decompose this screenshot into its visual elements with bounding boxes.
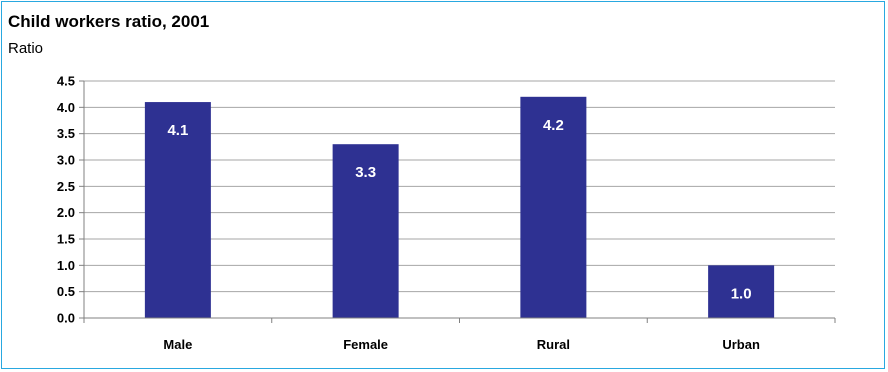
y-tick-label: 2.0 [57,205,75,220]
y-tick-label: 4.0 [57,100,75,115]
y-tick-label: 1.5 [57,232,75,247]
data-label: 4.1 [167,122,188,139]
bar-male [144,102,211,318]
y-axis-label: Ratio [8,40,44,57]
chart-title: Child workers ratio, 2001 [8,12,210,31]
y-tick-label: 1.0 [57,258,75,273]
y-tick-label: 3.5 [57,126,75,141]
x-category-label: Male [163,337,192,352]
y-tick-label: 0.0 [57,311,75,326]
y-axis-ticks: 0.0 0.5 1.0 1.5 2.0 2.5 3.0 3.5 4.0 4.5 [57,74,84,326]
y-tick-label: 3.0 [57,153,75,168]
data-label: 3.3 [355,164,376,181]
y-tick-label: 4.5 [57,74,75,89]
data-label: 4.2 [543,117,564,134]
axes [83,81,836,323]
bar-female [332,144,399,318]
bar-rural [520,96,587,318]
x-category-label: Rural [537,337,570,352]
y-tick-label: 2.5 [57,179,75,194]
y-tick-label: 0.5 [57,284,75,299]
x-axis-categories: Male Female Rural Urban [163,337,760,352]
x-category-label: Urban [722,337,760,352]
bar-urban [708,265,775,318]
data-label: 1.0 [731,285,752,302]
x-category-label: Female [343,337,388,352]
bars: 4.1 3.3 4.2 1.0 [144,96,775,318]
